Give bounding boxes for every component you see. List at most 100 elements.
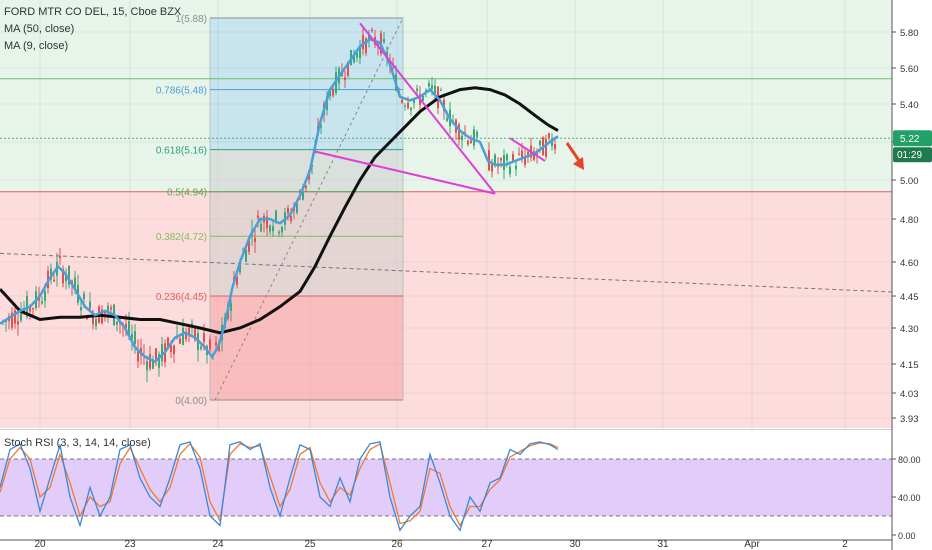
candle-body xyxy=(512,153,514,161)
candle-body xyxy=(191,323,193,325)
price-tick-label: 4.45 xyxy=(900,292,919,303)
symbol-title[interactable]: FORD MTR CO DEL, 15, Cboe BZX xyxy=(4,6,182,18)
candle-body xyxy=(383,38,385,43)
candle-body xyxy=(17,321,19,325)
fib-level-label: 0.236(4.45) xyxy=(156,292,207,303)
candle-body xyxy=(11,312,13,328)
candle-body xyxy=(53,280,55,282)
candle-body xyxy=(527,151,529,156)
price-tick-label: 5.40 xyxy=(900,100,919,111)
candle-body xyxy=(32,308,34,310)
candle-body xyxy=(371,29,373,32)
trendline xyxy=(509,137,546,162)
candle-body xyxy=(245,249,247,262)
candle-body xyxy=(209,339,211,350)
time-tick-label: 23 xyxy=(124,539,136,550)
candle-body xyxy=(41,301,43,304)
candle-body xyxy=(536,152,538,155)
stoch-rsi-label[interactable]: Stoch RSI (3, 3, 14, 14, close) xyxy=(4,437,151,449)
candle-body xyxy=(203,333,205,342)
candle-body xyxy=(182,327,184,345)
candle-body xyxy=(89,301,91,310)
price-tick-label: 5.80 xyxy=(900,28,919,39)
candle-body xyxy=(332,89,334,96)
candle-body xyxy=(179,338,181,344)
candle-body xyxy=(416,88,418,91)
candle-body xyxy=(116,321,118,325)
price-tick-label: 4.15 xyxy=(900,360,919,371)
candle-body xyxy=(20,312,22,321)
candle-body xyxy=(404,105,406,107)
candle-body xyxy=(125,323,127,329)
candle-body xyxy=(275,210,277,221)
candle-body xyxy=(266,216,268,229)
candle-body xyxy=(362,35,364,50)
candle-body xyxy=(545,139,547,157)
candle-body xyxy=(506,154,508,161)
candle-body xyxy=(29,305,31,312)
candle-body xyxy=(299,190,301,194)
candle-body xyxy=(173,345,175,355)
candle-body xyxy=(365,38,367,54)
time-tick-label: 31 xyxy=(657,539,669,550)
candle-body xyxy=(290,215,292,222)
ma50-legend[interactable]: MA (50, close) xyxy=(4,23,75,35)
candle-body xyxy=(62,268,64,284)
candle-body xyxy=(476,131,478,137)
candle-body xyxy=(305,185,307,188)
price-axis-bg xyxy=(892,0,932,550)
fib-level-label: 0.382(4.72) xyxy=(156,232,207,243)
candle-body xyxy=(170,345,172,352)
timer-badge xyxy=(893,147,932,163)
candle-body xyxy=(413,99,415,104)
candle-body xyxy=(515,165,517,170)
candle-body xyxy=(344,77,346,80)
stoch-k-line xyxy=(0,441,559,532)
candle-body xyxy=(194,328,196,340)
stoch-d-line xyxy=(0,442,559,527)
ma9-legend[interactable]: MA (9, close) xyxy=(4,40,69,52)
moving-averages xyxy=(0,37,559,364)
candle-body xyxy=(524,156,526,165)
stoch-tick-label: 80.00 xyxy=(898,455,921,465)
candle-body xyxy=(410,107,412,110)
candle-body xyxy=(230,303,232,311)
candle-body xyxy=(467,140,469,145)
candle-body xyxy=(500,158,502,161)
down-arrow-head xyxy=(573,157,584,170)
candle-body xyxy=(248,238,250,252)
candle-body xyxy=(26,295,28,317)
price-tick-label: 5.00 xyxy=(900,176,919,187)
time-tick-label: 26 xyxy=(391,539,403,550)
candle-body xyxy=(236,276,238,285)
candle-body xyxy=(50,268,52,280)
trendline xyxy=(359,22,496,195)
candle-body xyxy=(302,191,304,200)
last-price-badge xyxy=(893,130,932,147)
candle-body xyxy=(368,35,370,41)
candle-body xyxy=(281,226,283,233)
candle-body xyxy=(260,223,262,232)
trendlines[interactable] xyxy=(314,22,584,195)
candle-body xyxy=(167,337,169,348)
ma9-line xyxy=(0,37,559,364)
horizontal-lines xyxy=(0,17,932,401)
candle-body xyxy=(161,344,163,362)
candle-body xyxy=(434,85,436,97)
fib-level-label: 1(5.88) xyxy=(175,14,207,25)
candle-body xyxy=(110,307,112,310)
fib-level-label: 0(4.00) xyxy=(175,396,207,407)
candle-body xyxy=(446,118,448,121)
last-price-badge-text: 5.22 xyxy=(900,134,920,145)
candle-body xyxy=(107,305,109,314)
background-zones xyxy=(0,0,892,428)
candle-body xyxy=(425,89,427,91)
candle-body xyxy=(158,354,160,368)
candle-body xyxy=(128,321,130,335)
candle-body xyxy=(353,55,355,63)
candle-body xyxy=(74,277,76,289)
trendline xyxy=(314,150,496,195)
candle-body xyxy=(554,143,556,150)
